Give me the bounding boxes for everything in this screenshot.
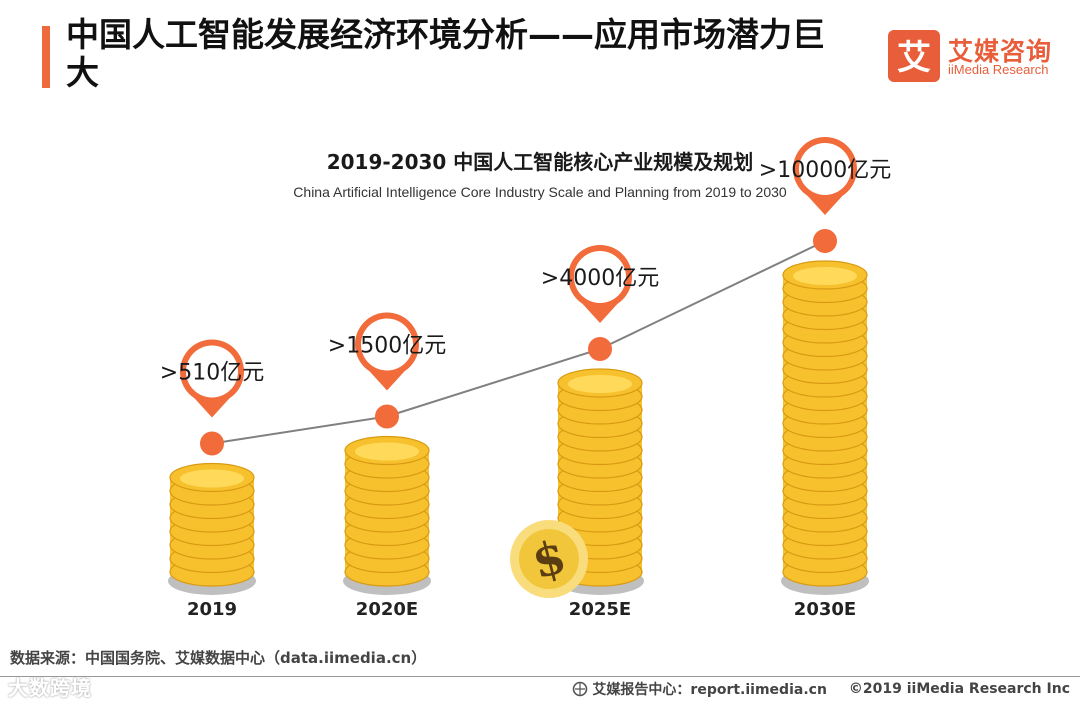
pin-center-2030E — [799, 143, 851, 195]
data-source: 数据来源：中国国务院、艾媒数据中心（data.iimedia.cn） — [10, 649, 427, 667]
category-label-2020E: 2020E — [356, 599, 418, 620]
coin-top-face-2030E — [793, 267, 857, 285]
footer: 艾媒报告中心：report.iimedia.cn ©2019 iiMedia R… — [572, 679, 1070, 699]
logo-text-cn: 艾媒咨询 — [948, 37, 1053, 66]
data-point-2030E — [813, 229, 837, 253]
pin-center-2025E — [574, 251, 626, 303]
chart-title: 2019-2030 中国人工智能核心产业规模及规划 — [326, 150, 754, 174]
report-center-icon — [573, 681, 588, 697]
pin-center-2019 — [186, 345, 238, 398]
footer-divider — [0, 676, 1080, 677]
trend-line — [211, 240, 826, 445]
coin-top-face-2025E — [568, 375, 632, 393]
category-label-2025E: 2025E — [569, 599, 631, 620]
coin-top-face-2020E — [355, 442, 419, 461]
title-accent-bar — [42, 26, 50, 88]
page-title: 中国人工智能发展经济环境分析——应用市场潜力巨大 — [66, 15, 825, 92]
value-label-2030E: >10000亿元 — [759, 158, 891, 183]
dollar-coin-inner — [519, 529, 579, 589]
copyright: ©2019 iiMedia Research Inc — [848, 681, 1070, 697]
chart-subtitle: China Artificial Intelligence Core Indus… — [293, 184, 787, 200]
coin-top-face-2019 — [180, 469, 244, 488]
report-link[interactable]: 艾媒报告中心：report.iimedia.cn — [592, 682, 827, 698]
logo-glyph-icon: 艾 — [897, 38, 931, 78]
value-label-2020E: >1500亿元 — [328, 334, 446, 359]
category-label-2019: 2019 — [187, 599, 237, 620]
watermark: 大数跨境 — [8, 676, 92, 700]
category-label-2030E: 2030E — [794, 599, 856, 620]
logo-mark: 艾 — [888, 30, 940, 82]
data-point-2020E — [375, 404, 399, 429]
value-label-2025E: >4000亿元 — [541, 266, 659, 291]
svg-text:艾: 艾 — [897, 38, 931, 78]
iimedia-logo: 艾 艾媒咨询 iiMedia Research — [888, 30, 1064, 82]
value-label-2019: >510亿元 — [160, 361, 264, 386]
data-point-2019 — [200, 431, 224, 456]
logo-text-en: iiMedia Research — [948, 62, 1049, 77]
pin-center-2020E — [361, 318, 413, 371]
data-point-2025E — [588, 337, 612, 361]
